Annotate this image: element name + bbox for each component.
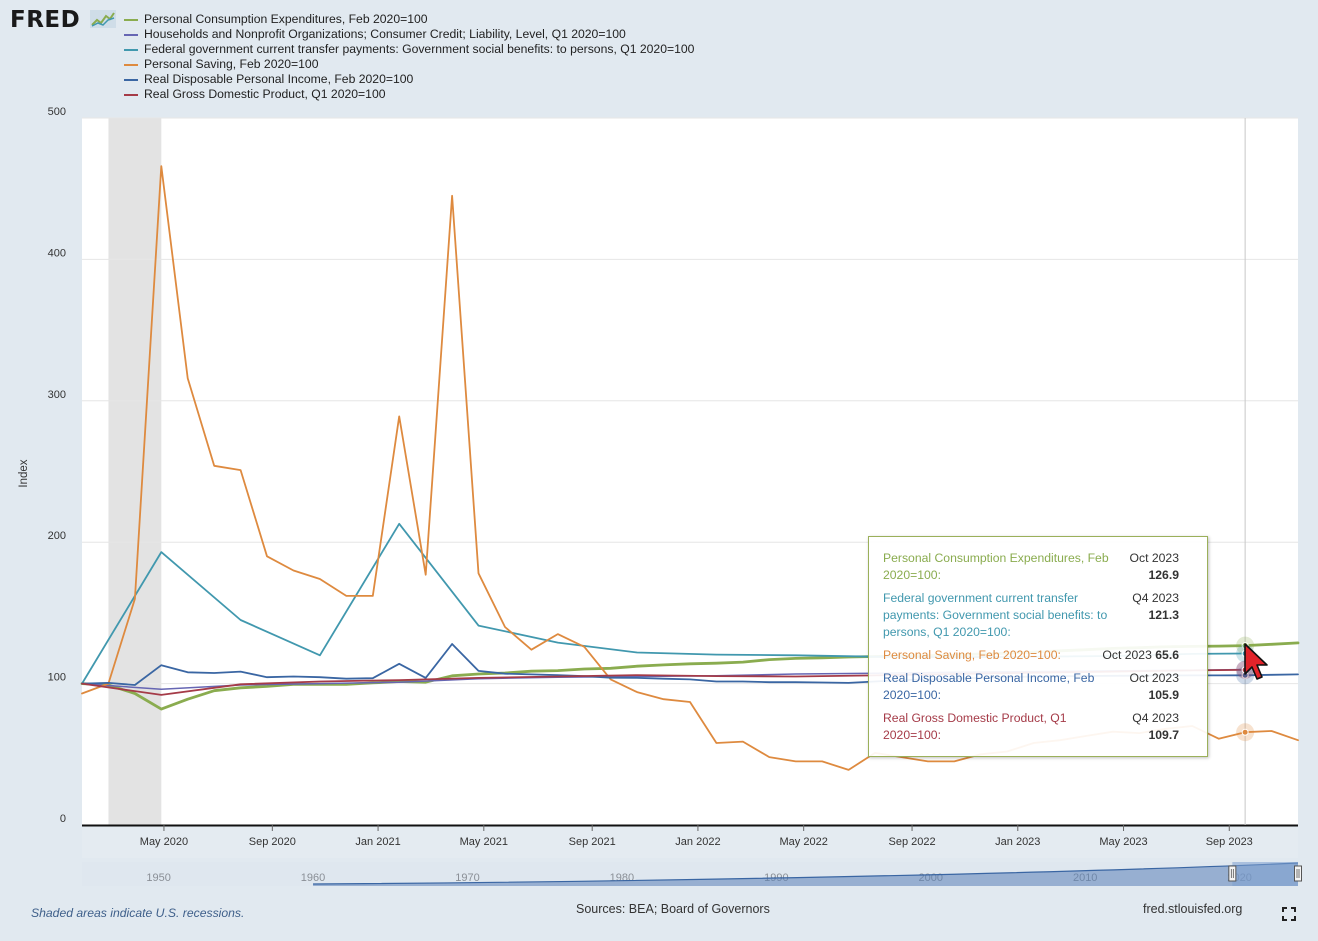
y-tick-label: 100: [48, 672, 66, 684]
x-tick-label: Jan 2021: [355, 836, 400, 848]
x-tick-label: Sep 2021: [569, 836, 616, 848]
x-tick-label: May 2021: [460, 836, 508, 848]
x-tick-label: Jan 2023: [995, 836, 1040, 848]
site-link[interactable]: fred.stlouisfed.org: [1143, 902, 1243, 916]
x-axis-band: [82, 825, 1298, 858]
fred-logo-graph-icon: [90, 10, 116, 28]
tooltip-value: 105.9: [1148, 688, 1180, 702]
tooltip-series-label: Federal government current transfer paym…: [883, 591, 1108, 639]
mouse-pointer-icon: [1244, 643, 1268, 680]
x-tick-label: Sep 2023: [1206, 836, 1253, 848]
y-tick-label: 0: [60, 813, 66, 825]
legend-swatch: [124, 34, 138, 36]
x-tick-label: May 2023: [1099, 836, 1147, 848]
legend-label: Real Disposable Personal Income, Feb 202…: [144, 72, 414, 86]
tooltip-value: 126.9: [1148, 568, 1180, 582]
x-tick-label: Sep 2020: [249, 836, 296, 848]
tooltip-date: Q4 2023: [1132, 711, 1179, 725]
tooltip-value: 121.3: [1148, 608, 1180, 622]
tooltip-date: Oct 2023: [1102, 648, 1156, 662]
navigator-selected-range: [1232, 862, 1298, 886]
y-tick-label: 300: [48, 389, 66, 401]
x-tick-label: Sep 2022: [888, 836, 935, 848]
x-tick-label: May 2020: [140, 836, 188, 848]
y-tick-label: 400: [48, 247, 66, 259]
tooltip-date: Oct 2023: [1129, 551, 1179, 565]
tooltip-date: Q4 2023: [1132, 591, 1179, 605]
legend-label: Real Gross Domestic Product, Q1 2020=100: [144, 87, 386, 101]
tooltip-series-label: Personal Consumption Expenditures, Feb 2…: [883, 551, 1109, 582]
navigator-handle[interactable]: [1228, 865, 1237, 882]
y-axis-title: Index: [18, 459, 30, 487]
tooltip-date: Oct 2023: [1129, 671, 1179, 685]
legend-swatch: [124, 49, 138, 51]
x-tick-label: Jan 2022: [675, 836, 720, 848]
y-tick-label: 500: [48, 106, 66, 118]
tooltip-series-label: Real Gross Domestic Product, Q1 2020=100…: [883, 711, 1067, 742]
navigator-label: 1950: [146, 872, 170, 884]
legend-swatch: [124, 64, 138, 66]
navigator-label: 1970: [455, 872, 479, 884]
tooltip-value: 65.6: [1155, 648, 1179, 662]
legend-swatch: [124, 79, 138, 81]
fullscreen-icon[interactable]: [1282, 907, 1296, 921]
recession-footnote: Shaded areas indicate U.S. recessions.: [31, 906, 245, 920]
legend-label: Personal Saving, Feb 2020=100: [144, 57, 319, 71]
tooltip-date-value: Oct 2023 65.6: [1102, 647, 1179, 664]
x-tick-label: May 2022: [780, 836, 828, 848]
fred-logo[interactable]: FRED: [10, 7, 81, 33]
recession-shading: [108, 118, 162, 825]
legend-label: Federal government current transfer paym…: [144, 42, 695, 56]
sources-text: Sources: BEA; Board of Governors: [576, 902, 770, 916]
hover-marker-4: [1241, 728, 1249, 736]
tooltip-series-label: Real Disposable Personal Income, Feb 202…: [883, 671, 1095, 702]
tooltip-value: 109.7: [1148, 728, 1180, 742]
navigator-handle[interactable]: [1294, 865, 1302, 882]
legend-swatch: [124, 94, 138, 96]
legend-label: Personal Consumption Expenditures, Feb 2…: [144, 12, 428, 26]
tooltip-series-label: Personal Saving, Feb 2020=100:: [883, 648, 1061, 662]
legend-label: Households and Nonprofit Organizations; …: [144, 27, 626, 41]
navigator-series-line: [313, 862, 1299, 885]
legend-swatch: [124, 19, 138, 21]
y-tick-label: 200: [48, 530, 66, 542]
chart-tooltip: Personal Consumption Expenditures, Feb 2…: [868, 536, 1208, 757]
navigator-series-area: [313, 863, 1298, 886]
navigator-label: 1960: [301, 872, 325, 884]
